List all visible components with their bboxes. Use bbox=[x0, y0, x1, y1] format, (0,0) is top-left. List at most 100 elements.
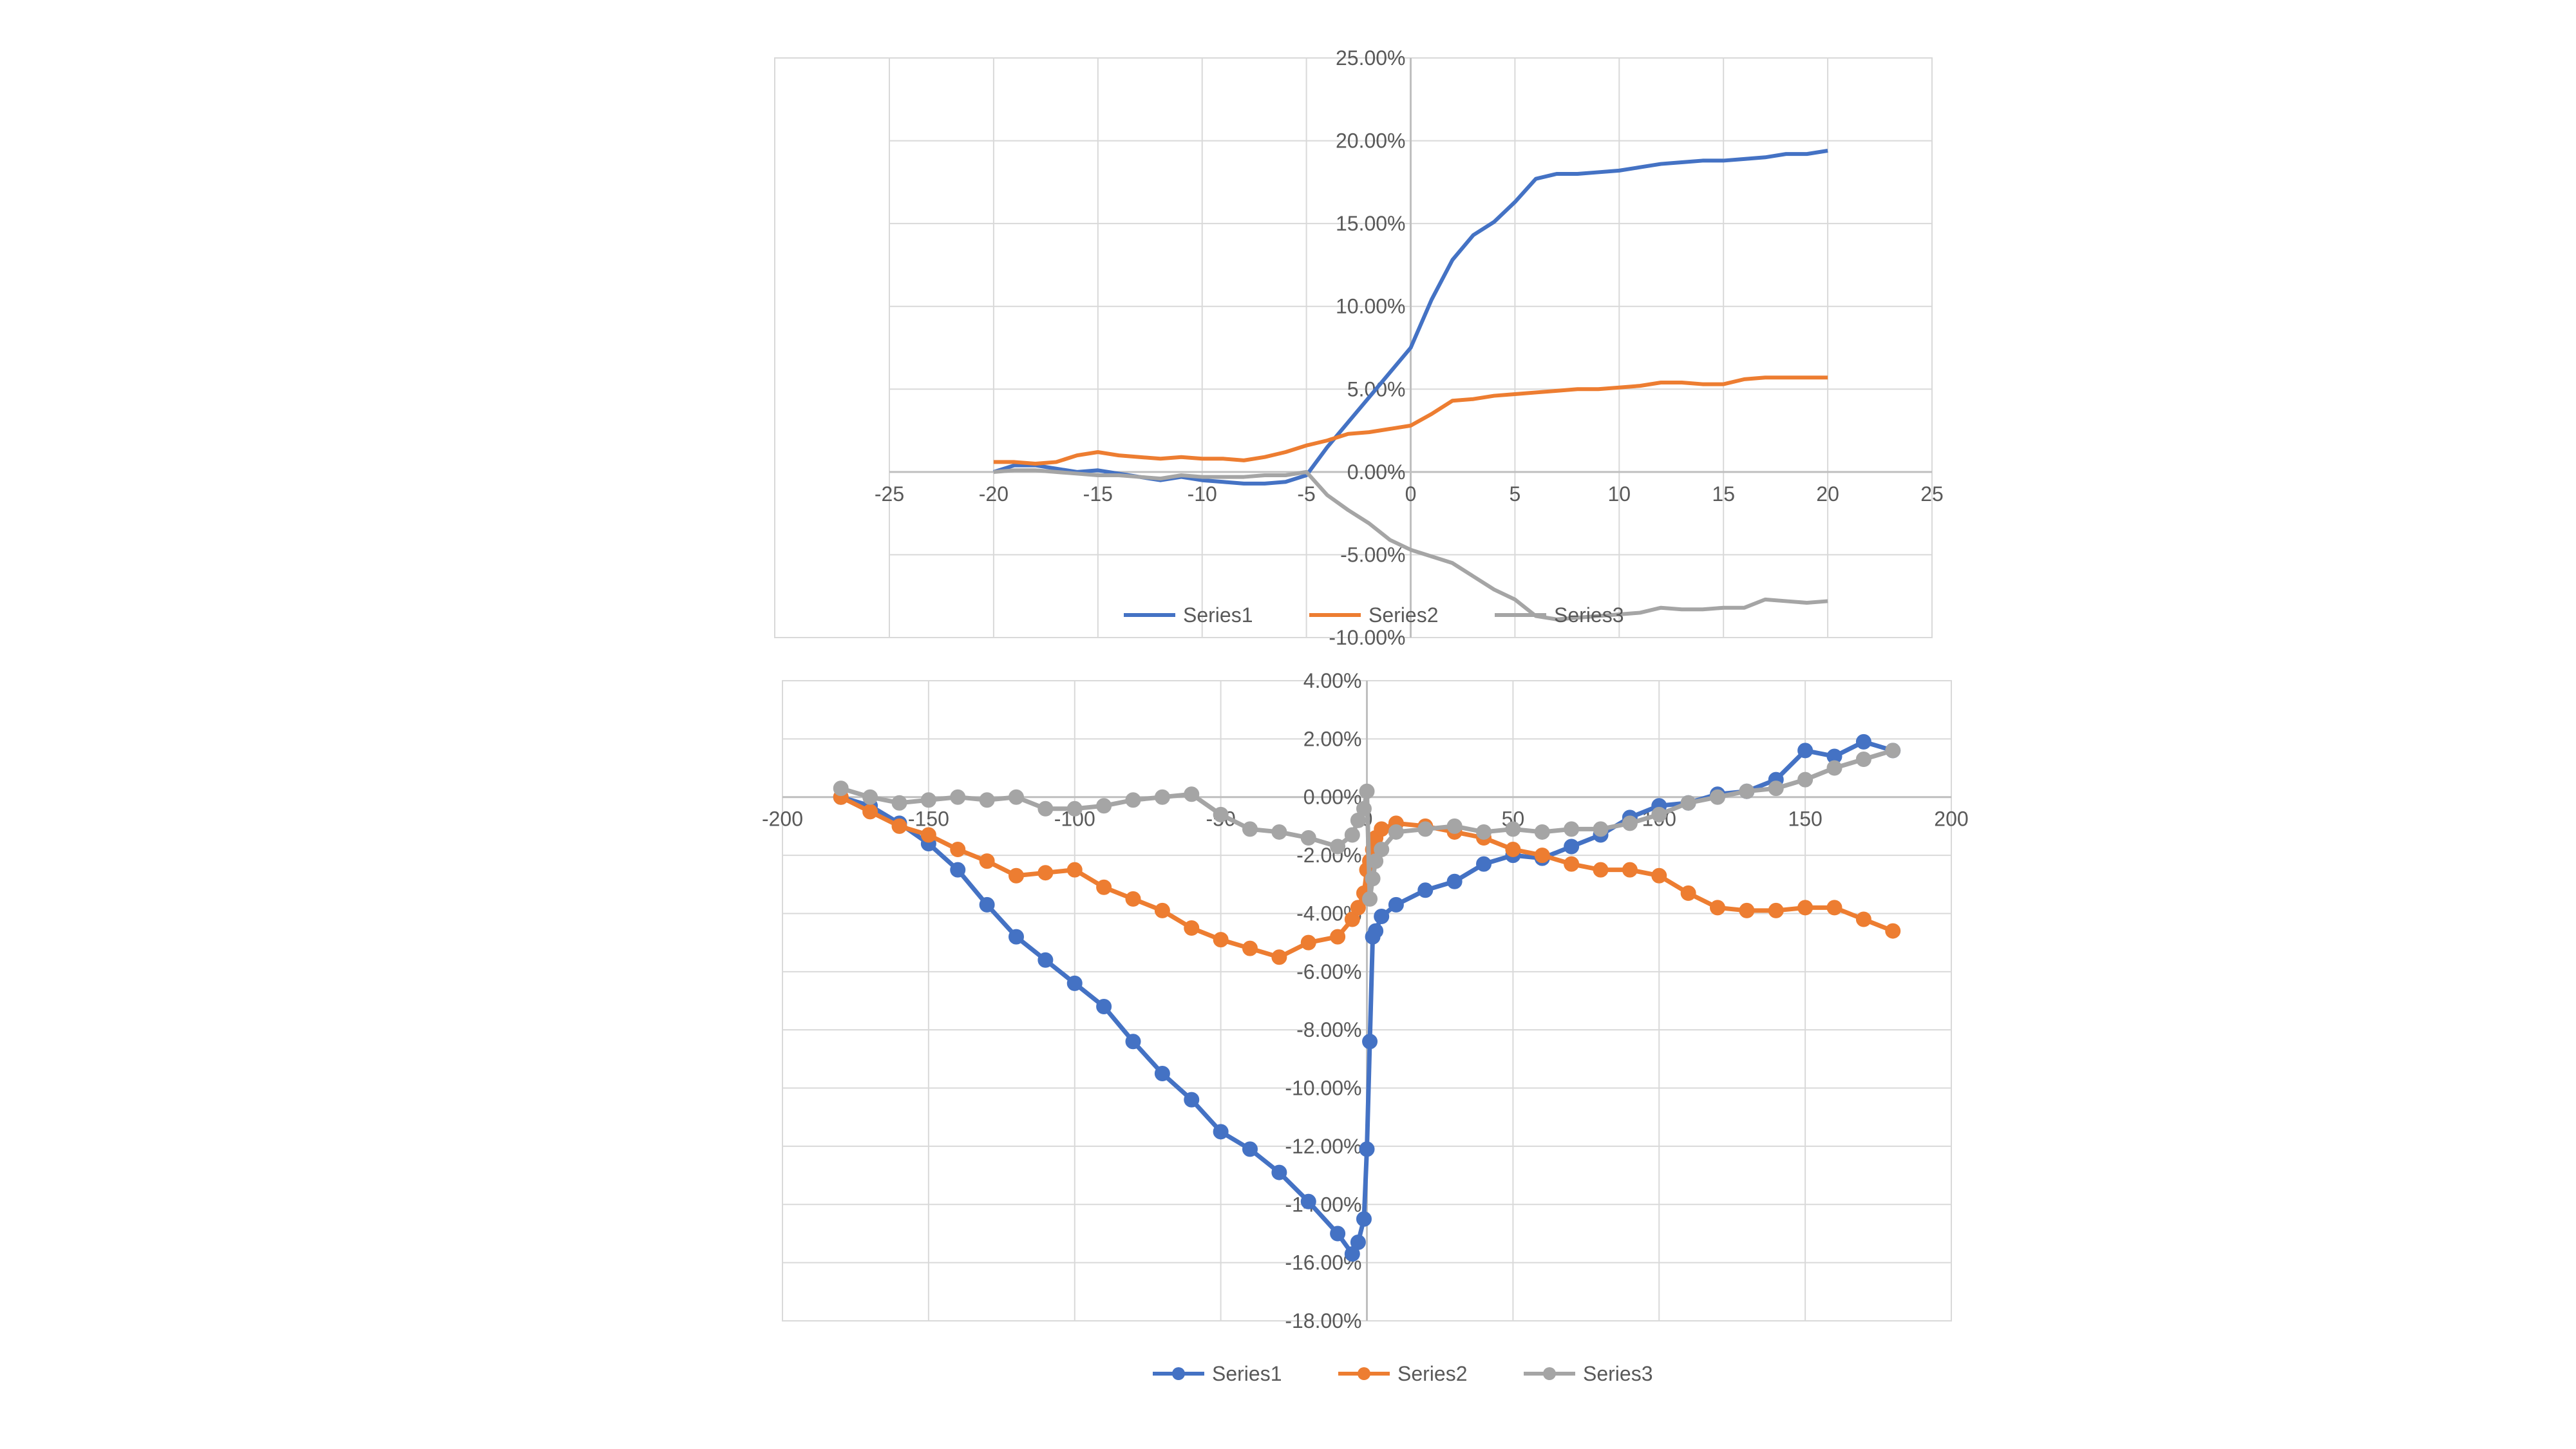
data-point bbox=[1505, 842, 1521, 858]
data-point bbox=[950, 862, 966, 878]
data-point bbox=[979, 792, 995, 808]
data-point bbox=[1271, 1164, 1287, 1180]
data-point bbox=[1374, 908, 1390, 924]
data-point bbox=[1374, 821, 1390, 837]
y-tick-label: 0.00% bbox=[1303, 786, 1362, 809]
y-tick-label: -5.00% bbox=[1340, 543, 1405, 566]
x-tick-label: 200 bbox=[1934, 808, 1968, 831]
data-point bbox=[1365, 871, 1381, 887]
data-point bbox=[1096, 999, 1112, 1015]
data-point bbox=[1680, 795, 1696, 811]
data-point bbox=[1213, 1124, 1229, 1140]
data-point bbox=[1622, 815, 1638, 831]
x-tick-label: -5 bbox=[1297, 482, 1315, 506]
data-point bbox=[1300, 829, 1316, 846]
data-point bbox=[1066, 800, 1083, 817]
data-point bbox=[1362, 1034, 1378, 1050]
y-tick-label: -2.00% bbox=[1296, 844, 1361, 867]
x-tick-label: 150 bbox=[1788, 808, 1822, 831]
data-point bbox=[1739, 902, 1755, 918]
data-point bbox=[1344, 827, 1360, 843]
data-point bbox=[1388, 896, 1404, 913]
y-tick-label: -6.00% bbox=[1296, 960, 1361, 983]
legend-label-2: Series2 bbox=[1397, 1362, 1468, 1385]
data-point bbox=[1651, 806, 1667, 822]
data-point bbox=[979, 896, 995, 913]
data-point bbox=[1330, 838, 1346, 855]
x-tick-label: -20 bbox=[979, 482, 1009, 506]
data-point bbox=[1534, 824, 1550, 840]
y-tick-label: -18.00% bbox=[1285, 1309, 1361, 1332]
data-point bbox=[1066, 975, 1083, 991]
x-tick-label: -150 bbox=[908, 808, 949, 831]
data-point bbox=[1797, 743, 1814, 759]
data-point bbox=[1476, 824, 1492, 840]
y-tick-label: 4.00% bbox=[1303, 669, 1362, 692]
x-tick-label: 5 bbox=[1510, 482, 1521, 506]
y-tick-label: -8.00% bbox=[1296, 1018, 1361, 1041]
data-point bbox=[1534, 848, 1550, 864]
data-point bbox=[1710, 900, 1725, 916]
data-point bbox=[1213, 932, 1229, 948]
y-tick-label: -10.00% bbox=[1329, 626, 1405, 649]
data-point bbox=[1356, 800, 1372, 817]
data-point bbox=[1797, 900, 1814, 916]
data-point bbox=[1356, 1211, 1372, 1227]
x-tick-label: 25 bbox=[1920, 482, 1944, 506]
data-point bbox=[1242, 1141, 1258, 1157]
data-point bbox=[1564, 821, 1580, 837]
data-point bbox=[1368, 923, 1384, 939]
data-point bbox=[833, 781, 849, 797]
data-point bbox=[1330, 929, 1346, 945]
data-point bbox=[1213, 806, 1229, 822]
x-tick-label: 15 bbox=[1712, 482, 1735, 506]
data-point bbox=[1154, 789, 1170, 805]
data-point bbox=[1359, 1141, 1375, 1157]
data-point bbox=[1885, 743, 1901, 759]
data-point bbox=[1446, 873, 1463, 889]
data-point bbox=[1564, 838, 1580, 855]
data-point bbox=[950, 789, 966, 805]
data-point bbox=[1271, 824, 1287, 840]
data-point bbox=[1300, 934, 1316, 951]
data-point bbox=[920, 792, 936, 808]
legend-marker-3 bbox=[1543, 1367, 1556, 1380]
x-tick-label: -200 bbox=[762, 808, 803, 831]
data-point bbox=[1125, 1034, 1141, 1050]
data-point bbox=[1446, 818, 1463, 834]
data-point bbox=[1350, 900, 1366, 916]
legend-label-3: Series3 bbox=[1554, 603, 1624, 627]
data-point bbox=[950, 842, 966, 858]
y-tick-label: -10.00% bbox=[1285, 1077, 1361, 1100]
data-point bbox=[1855, 734, 1871, 750]
data-point bbox=[1768, 902, 1784, 918]
data-point bbox=[1885, 923, 1901, 939]
x-tick-label: -15 bbox=[1083, 482, 1113, 506]
data-point bbox=[1680, 885, 1696, 901]
y-tick-label: 2.00% bbox=[1303, 727, 1362, 750]
y-tick-label: 10.00% bbox=[1336, 295, 1406, 318]
data-point bbox=[1739, 783, 1755, 799]
data-point bbox=[1184, 1092, 1200, 1108]
data-point bbox=[1125, 792, 1141, 808]
series-line-3 bbox=[993, 468, 1828, 621]
legend-label-2: Series2 bbox=[1368, 603, 1439, 627]
data-point bbox=[1066, 862, 1083, 878]
series-line-2 bbox=[993, 375, 1828, 466]
y-tick-label: 15.00% bbox=[1336, 212, 1406, 235]
scatter-chart: -200-150-100-500501001502004.00%2.00%0.0… bbox=[762, 669, 1969, 1385]
y-tick-label: 25.00% bbox=[1336, 46, 1406, 70]
data-point bbox=[1855, 911, 1871, 927]
data-point bbox=[1096, 879, 1112, 895]
y-tick-label: -14.00% bbox=[1285, 1193, 1361, 1216]
legend-label-1: Series1 bbox=[1183, 603, 1253, 627]
chart-frame bbox=[774, 57, 1933, 638]
data-point bbox=[979, 853, 995, 869]
data-point bbox=[1037, 800, 1054, 817]
x-tick-label: -10 bbox=[1188, 482, 1217, 506]
data-point bbox=[1096, 798, 1112, 814]
data-point bbox=[1037, 865, 1054, 881]
data-point bbox=[1710, 789, 1725, 805]
data-point bbox=[1417, 882, 1434, 898]
data-point bbox=[1593, 821, 1609, 837]
